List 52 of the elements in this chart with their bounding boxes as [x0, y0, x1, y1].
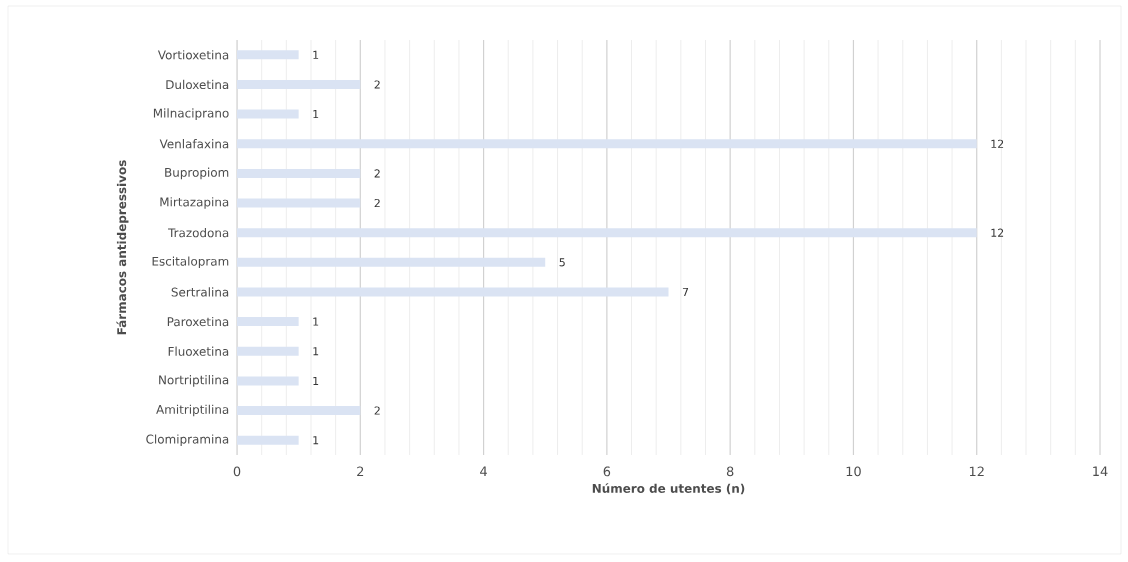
- data-label: 1: [313, 436, 319, 445]
- y-axis-title: Fármacos antidepressivos: [116, 160, 129, 335]
- data-label: 12: [991, 139, 1004, 148]
- y-tick-label: Milnaciprano: [153, 108, 229, 120]
- data-label: 2: [374, 198, 380, 208]
- data-label: 1: [313, 376, 319, 385]
- y-tick-label: Amitriptilina: [156, 404, 229, 417]
- y-tick-label: Mirtazapina: [160, 197, 229, 209]
- x-tick-label: 10: [846, 466, 861, 477]
- bar: [237, 287, 669, 297]
- y-tick-label: Trazodona: [168, 228, 229, 238]
- x-tick-label: 14: [1093, 466, 1108, 476]
- data-label: 2: [374, 169, 380, 178]
- bar: [237, 228, 977, 238]
- bar: [237, 79, 361, 89]
- bar: [237, 139, 977, 149]
- y-tick-label: Duloxetina: [166, 79, 229, 90]
- data-label: 1: [313, 347, 319, 356]
- bar: [237, 50, 299, 60]
- y-tick-label: Paroxetina: [167, 316, 229, 327]
- y-tick-label: Venlafaxina: [159, 139, 229, 149]
- x-tick-label: 6: [603, 466, 611, 477]
- y-tick-label: Vortioxetina: [157, 50, 229, 60]
- y-tick-label: Clomipramina: [146, 434, 229, 446]
- x-axis-title: Número de utentes (n): [592, 483, 745, 495]
- x-tick-label: 12: [969, 466, 984, 477]
- bar: [237, 168, 361, 178]
- bar: [237, 346, 299, 356]
- x-tick-label: 0: [233, 466, 241, 477]
- y-tick-label: Nortriptilina: [159, 375, 229, 387]
- y-tick-label: Fluoxetina: [168, 346, 229, 356]
- bar: [237, 376, 299, 386]
- data-label: 1: [313, 50, 319, 59]
- bar: [237, 257, 546, 267]
- x-tick-label: 8: [726, 466, 734, 477]
- data-label: 2: [374, 80, 380, 89]
- y-tick-label: Sertralina: [171, 287, 229, 297]
- data-label: 1: [313, 317, 319, 326]
- bar: [237, 109, 299, 119]
- data-label: 12: [991, 228, 1004, 237]
- x-tick-label: 4: [480, 466, 487, 476]
- y-tick-label: Bupropiom: [165, 167, 229, 180]
- bar: [237, 198, 361, 208]
- bar: [237, 406, 361, 416]
- data-label: 1: [313, 110, 319, 119]
- bar: [237, 435, 299, 445]
- x-tick-label: 2: [357, 466, 364, 477]
- y-tick-label: Escitalopram: [152, 256, 229, 269]
- data-label: 2: [374, 406, 380, 415]
- data-label: 7: [682, 287, 689, 296]
- data-label: 5: [559, 258, 565, 267]
- bar: [237, 317, 299, 327]
